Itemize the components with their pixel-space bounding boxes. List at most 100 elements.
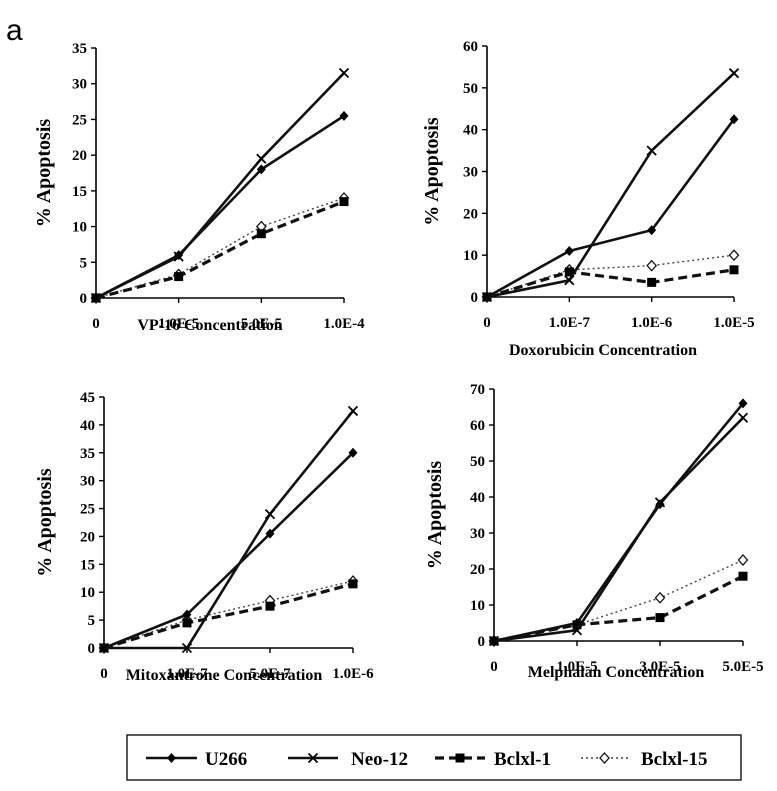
x-axis-label: VP-16 Concentration [137,317,282,334]
series-line-u266 [486,118,736,299]
data-point-neo-12 [347,405,359,417]
data-point-neo-12 [564,275,575,286]
data-point-neo-12 [646,145,657,156]
data-point-bclxl-15 [646,259,658,272]
y-tick-label: 40 [80,418,95,434]
y-tick-label: 10 [463,248,478,264]
x-tick-label: 0 [92,316,100,332]
legend-label-neo-12: Neo-12 [351,749,408,770]
x-tick-label: 1.0E-5 [556,659,597,675]
data-point-u266 [348,447,358,458]
data-point-bclxl-1 [655,613,665,623]
legend-label-bclxl-15: Bclxl-15 [641,749,708,770]
data-point-bclxl-15 [654,591,666,604]
data-point-bclxl-1 [174,272,184,282]
series-line-neo-12 [95,72,345,300]
y-tick-label: 20 [470,562,485,578]
y-tick-label: 20 [72,148,87,164]
y-tick-label: 0 [80,291,88,307]
x-tick-label: 0 [490,659,498,675]
data-point-u266 [729,114,739,125]
y-tick-label: 30 [470,526,485,542]
y-tick-label: 10 [80,585,95,601]
data-point-u266 [647,225,657,236]
x-tick-label: 1.0E-6 [332,666,374,682]
legend: U266 Neo-12 Bclxl-1 Bclxl-15 [126,734,742,781]
y-tick-label: 70 [470,382,485,398]
y-tick-label: 35 [72,41,87,57]
data-point-neo-12 [654,497,666,508]
x-tick-label: 1.0E-7 [549,315,591,331]
data-point-bclxl-1 [265,601,275,611]
data-point-bclxl-15 [728,249,740,262]
y-tick-label: 30 [80,474,95,490]
x-tick-label: 1.0E-5 [713,315,754,331]
series-line-neo-12 [493,416,744,643]
legend-entry-u266: U266 [146,749,247,770]
y-tick-label: 25 [80,502,95,518]
data-point-neo-12 [571,625,583,636]
x-tick-label: 0 [483,315,491,331]
data-point-u266 [564,245,574,256]
y-tick-label: 40 [470,490,485,506]
series-line-bclxl-15 [493,559,744,642]
data-point-bclxl-1 [256,229,266,239]
series-line-bclxl-1 [486,268,735,299]
series-line-bclxl-15 [103,580,354,649]
data-point-neo-12 [728,68,740,79]
legend-label-bclxl-1: Bclxl-1 [494,749,551,770]
chart-panel-3: 0 5 10 15 20 25 30 35 40 45 0 1.0E-7 5.0E-7 1.0E-6 Mit… [34,390,374,684]
data-point-bclxl-1 [182,618,192,628]
y-tick-label: 0 [478,634,486,650]
chart-panel-2: 0 10 20 30 40 50 60 0 1.0E-7 1.0E-6 1.0E-5 Doxorubi… [421,39,755,359]
y-tick-label: 20 [80,529,95,545]
data-point-u266 [339,110,349,121]
x-tick-label: 1.0E-7 [166,666,208,682]
legend-entry-neo-12: Neo-12 [288,749,408,770]
legend-box [126,734,742,781]
chart-grid: 0 5 10 15 20 25 30 35 0 1.0E-5 5.0E-5 1.0E-4 VP-16 C… [33,39,764,684]
x-tick-label: 5.0E-5 [241,316,282,332]
chart-panel-1: 0 5 10 15 20 25 30 35 0 1.0E-5 5.0E-5 1.0E-4 VP-16 C… [33,41,365,334]
series-line-bclxl-15 [486,254,735,298]
data-point-u266 [738,398,748,409]
data-point-neo-12 [181,642,193,654]
data-point-neo-12 [256,153,267,164]
chart-panel-4: 0 10 20 30 40 50 60 70 0 1.0E-5 3.0E-5 5.0E-5 Melpha… [424,382,764,681]
data-point-bclxl-15 [737,554,749,566]
y-tick-label: 50 [463,81,478,97]
x-tick-label: 5.0E-7 [249,666,291,682]
y-tick-label: 0 [88,641,96,657]
x-tick-label: 0 [100,666,108,682]
data-point-u266 [265,528,275,539]
y-axis-label: % Apoptosis [33,119,55,228]
series-line-bclxl-1 [95,200,345,300]
data-point-neo-12 [481,291,493,303]
legend-marker-u266 [167,753,176,763]
y-tick-label: 45 [80,390,95,406]
data-point-bclxl-1 [738,571,748,581]
series-line-bclxl-15 [95,197,345,299]
series-line-bclxl-1 [493,574,744,643]
y-tick-label: 20 [463,206,478,222]
data-point-neo-12 [90,292,102,304]
data-point-u266 [256,164,266,175]
x-tick-label: 5.0E-5 [722,659,763,675]
legend-entry-bclxl-15: Bclxl-15 [581,749,708,770]
y-tick-label: 25 [72,112,87,128]
data-point-neo-12 [737,412,749,423]
data-point-u266 [182,609,192,620]
y-tick-label: 15 [80,557,95,573]
y-tick-label: 0 [471,290,479,306]
y-tick-label: 60 [463,39,478,55]
x-tick-label: 1.0E-4 [323,316,365,332]
series-line-neo-12 [486,72,735,299]
legend-marker-bclxl-1 [455,753,465,763]
y-tick-label: 5 [88,613,96,629]
y-tick-label: 10 [72,220,87,236]
legend-marker-neo-12 [307,752,319,764]
legend-marker-bclxl-15 [599,752,610,764]
x-axis-label: Melphalan Concentration [528,664,705,681]
data-point-bclxl-1 [647,277,657,287]
y-tick-label: 10 [470,598,485,614]
